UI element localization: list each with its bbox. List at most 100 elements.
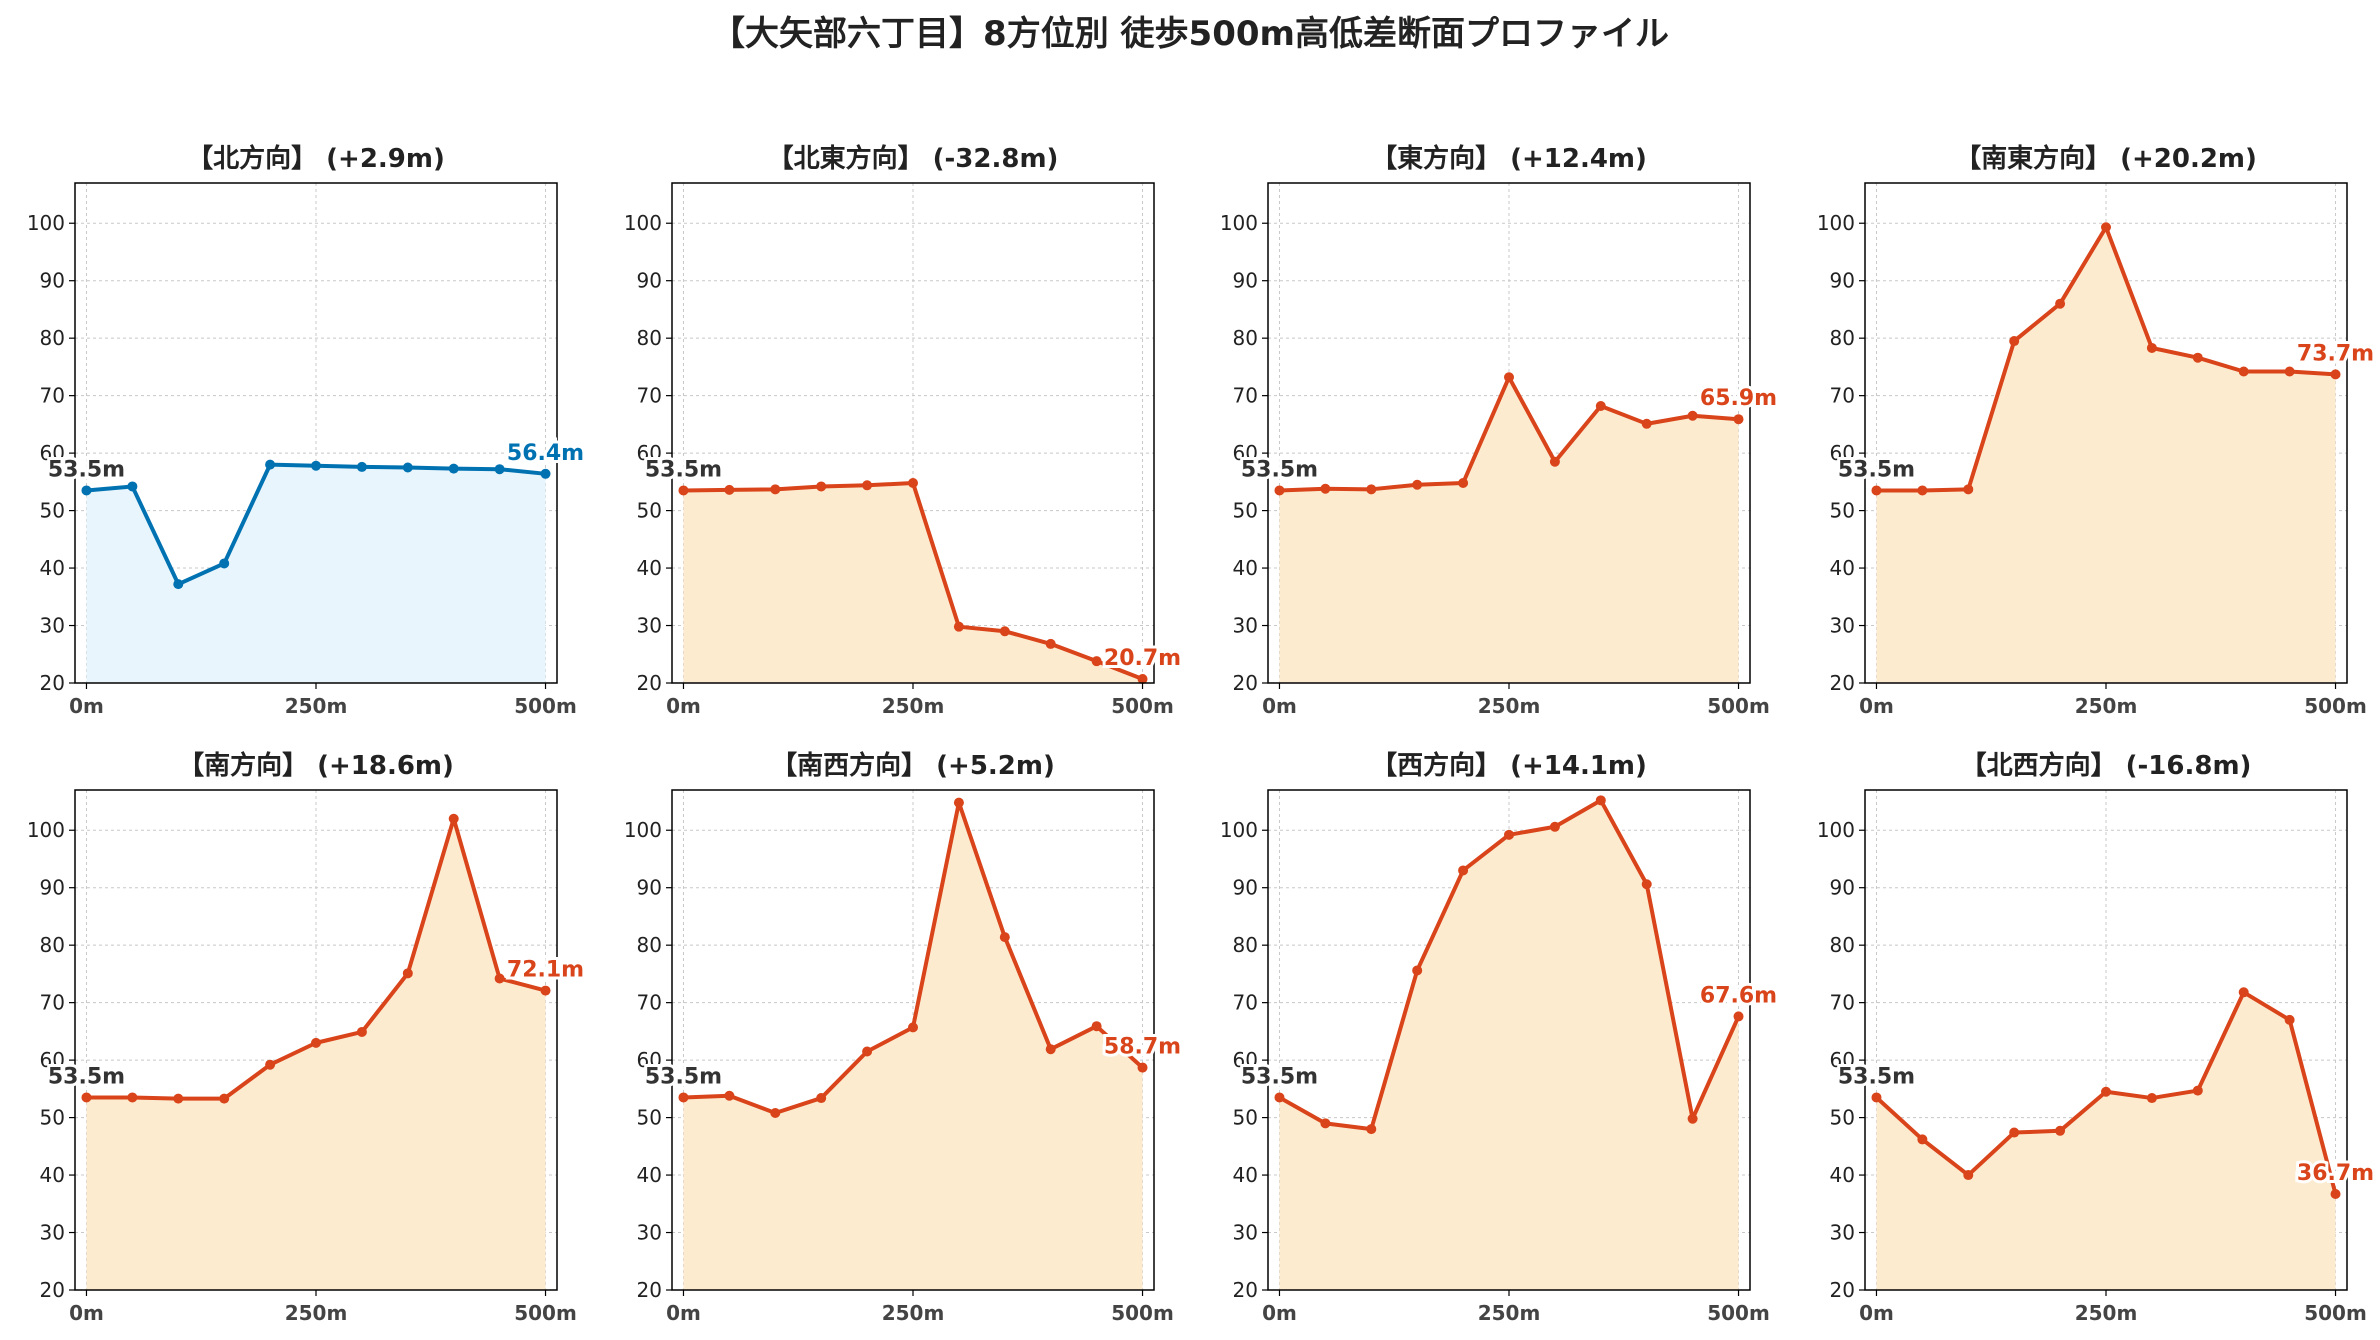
y-tick-label: 20	[1830, 1278, 1855, 1302]
y-tick-label: 100	[1817, 818, 1855, 842]
plot-area: 20 30 40 50 60 70 80 90 100 0m 250m 500m 【南西方向】 (+5.…	[624, 750, 1184, 1325]
data-point	[1091, 1021, 1102, 1032]
plot-area: 20 30 40 50 60 70 80 90 100 0m 250m 500m 【北東方向】 (-32…	[624, 143, 1184, 718]
data-point	[2192, 352, 2203, 363]
plot-area: 20 30 40 50 60 70 80 90 100 0m 250m 500m 【北西方向】 (-16…	[1817, 750, 2377, 1325]
data-point	[402, 462, 413, 473]
panel-3: 20 30 40 50 60 70 80 90 100 0m 250m 500m 【南東方向】 (+20…	[1817, 143, 2377, 718]
data-point	[311, 460, 321, 471]
x-tick-label: 0m	[69, 1301, 104, 1325]
end-value-label: 58.7m	[1104, 1035, 1181, 1060]
y-tick-label: 80	[1233, 933, 1258, 957]
data-point	[908, 1022, 918, 1033]
data-point	[173, 1093, 184, 1104]
y-tick-label: 80	[1830, 933, 1855, 957]
panel-7: 20 30 40 50 60 70 80 90 100 0m 250m 500m 【北西方向】 (-16…	[1817, 750, 2377, 1325]
data-point	[2009, 1127, 2020, 1138]
y-tick-label: 50	[1830, 1106, 1855, 1130]
y-tick-label: 30	[1233, 1221, 1258, 1245]
data-point	[953, 797, 964, 808]
y-tick-label: 90	[40, 876, 65, 900]
data-point	[1595, 400, 1606, 411]
x-tick-label: 0m	[1262, 1301, 1297, 1325]
y-tick-label: 60	[40, 441, 65, 465]
y-tick-label: 90	[1830, 269, 1855, 293]
panel-title: 【西方向】 (+14.1m)	[1371, 750, 1647, 781]
y-tick-label: 80	[40, 933, 65, 957]
x-tick-label: 250m	[285, 694, 348, 718]
y-tick-label: 100	[1817, 211, 1855, 235]
data-point	[219, 558, 230, 569]
x-tick-label: 0m	[1859, 1301, 1894, 1325]
start-value-label: 53.5m	[645, 1064, 722, 1089]
data-point	[356, 461, 367, 472]
panel-title: 【北東方向】 (-32.8m)	[768, 143, 1059, 174]
y-tick-label: 20	[40, 1278, 65, 1302]
y-tick-label: 20	[1233, 1278, 1258, 1302]
x-tick-label: 500m	[1111, 694, 1174, 718]
data-point	[2009, 336, 2020, 347]
y-tick-label: 70	[40, 384, 65, 408]
data-point	[1687, 410, 1698, 421]
panel-1: 20 30 40 50 60 70 80 90 100 0m 250m 500m 【北東方向】 (-32…	[624, 143, 1184, 718]
panel-title: 【北西方向】 (-16.8m)	[1961, 750, 2252, 781]
data-point	[770, 1107, 781, 1118]
x-tick-label: 500m	[2304, 694, 2367, 718]
data-point	[402, 968, 413, 979]
y-tick-label: 100	[1220, 211, 1258, 235]
y-tick-label: 60	[1233, 441, 1258, 465]
data-point	[1963, 1170, 1974, 1181]
y-tick-label: 40	[1830, 556, 1855, 580]
data-point	[1366, 484, 1377, 495]
y-tick-label: 60	[40, 1048, 65, 1072]
y-tick-label: 20	[40, 671, 65, 695]
y-tick-label: 100	[1220, 818, 1258, 842]
y-tick-label: 90	[1233, 269, 1258, 293]
end-value-label: 65.9m	[1700, 386, 1777, 411]
y-tick-label: 60	[1830, 441, 1855, 465]
end-value-label: 67.6m	[1700, 983, 1777, 1008]
y-tick-label: 30	[1233, 614, 1258, 638]
data-point	[2101, 1086, 2111, 1097]
end-value-label: 72.1m	[507, 958, 584, 983]
data-point	[219, 1093, 230, 1104]
data-point	[1045, 1044, 1056, 1055]
data-point	[127, 1092, 138, 1103]
y-tick-label: 40	[40, 556, 65, 580]
data-point	[1137, 673, 1148, 684]
data-point	[1549, 456, 1560, 467]
data-point	[1871, 1092, 1882, 1103]
y-tick-label: 30	[40, 1221, 65, 1245]
y-tick-label: 100	[624, 211, 662, 235]
area-fill	[86, 464, 546, 683]
y-tick-label: 50	[1233, 499, 1258, 523]
x-tick-label: 500m	[514, 694, 577, 718]
end-value-label: 73.7m	[2297, 341, 2374, 366]
data-point	[770, 484, 781, 495]
x-tick-label: 250m	[1478, 694, 1541, 718]
start-value-label: 53.5m	[1838, 1064, 1915, 1089]
data-point	[1733, 1011, 1744, 1022]
y-tick-label: 40	[637, 1163, 662, 1187]
end-value-label: 36.7m	[2297, 1161, 2374, 1186]
data-point	[173, 579, 184, 590]
y-tick-label: 90	[1233, 876, 1258, 900]
start-value-label: 53.5m	[1241, 457, 1318, 482]
data-point	[1595, 795, 1606, 806]
y-tick-label: 80	[637, 326, 662, 350]
y-tick-label: 50	[40, 499, 65, 523]
y-tick-label: 90	[40, 269, 65, 293]
x-tick-label: 0m	[1262, 694, 1297, 718]
data-point	[1458, 478, 1469, 488]
data-point	[1871, 485, 1882, 496]
y-tick-label: 70	[637, 384, 662, 408]
data-point	[1320, 483, 1331, 494]
y-tick-label: 50	[637, 499, 662, 523]
data-point	[724, 1090, 735, 1101]
start-value-label: 53.5m	[645, 457, 722, 482]
data-point	[1412, 479, 1423, 490]
data-point	[2146, 342, 2157, 353]
data-point	[448, 463, 459, 474]
y-tick-label: 30	[40, 614, 65, 638]
x-tick-label: 250m	[882, 694, 945, 718]
